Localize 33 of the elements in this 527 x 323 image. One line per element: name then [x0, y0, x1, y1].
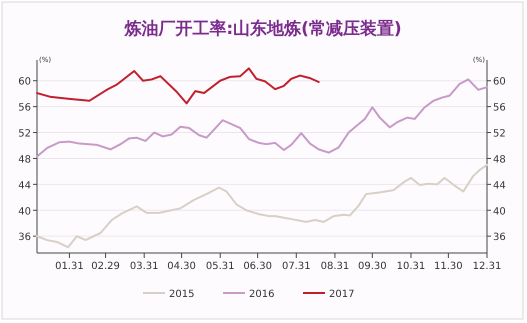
- x-tick-label: 08.31: [320, 261, 350, 272]
- legend-label: 2017: [329, 289, 354, 300]
- x-tick-label: 11.30: [434, 261, 463, 272]
- y2-tick-label: 48: [493, 154, 506, 166]
- y2-tick-label: 44: [493, 180, 506, 192]
- y-tick-label: 40: [18, 206, 31, 218]
- y2-tick-label: 52: [493, 128, 506, 140]
- y2-tick-label: 60: [493, 76, 506, 88]
- x-tick-label: 09.30: [358, 261, 387, 272]
- legend-label: 2016: [249, 289, 274, 300]
- line-series: [36, 67, 320, 104]
- legend-label: 2015: [169, 289, 194, 300]
- y-tick-label: 36: [18, 232, 31, 244]
- x-tick-label: 02.29: [91, 261, 120, 272]
- y-tick-label: 56: [18, 102, 31, 114]
- x-tick-label: 01.31: [55, 261, 84, 272]
- y2-tick-label: 56: [493, 102, 506, 114]
- x-tick-label: 05.31: [206, 261, 235, 272]
- y2-tick-label: 36: [493, 232, 506, 244]
- y-tick-label: 48: [18, 154, 31, 166]
- x-tick-label: 07.31: [282, 261, 311, 272]
- chart-title: 炼油厂开工率:山东地炼(常减压装置): [123, 19, 402, 39]
- x-tick-label: 04.30: [167, 261, 196, 272]
- x-tick-label: 10.31: [396, 261, 426, 272]
- y-tick-label: 44: [18, 180, 31, 192]
- line-series: [36, 78, 488, 158]
- y-tick-label: 60: [18, 76, 31, 88]
- x-tick-label: 12.31: [472, 261, 502, 272]
- x-tick-label: 03.31: [130, 261, 159, 272]
- line-series: [36, 164, 488, 248]
- y2-tick-label: 40: [493, 206, 506, 218]
- y-tick-label: 52: [18, 128, 31, 140]
- x-tick-label: 06.30: [243, 261, 272, 272]
